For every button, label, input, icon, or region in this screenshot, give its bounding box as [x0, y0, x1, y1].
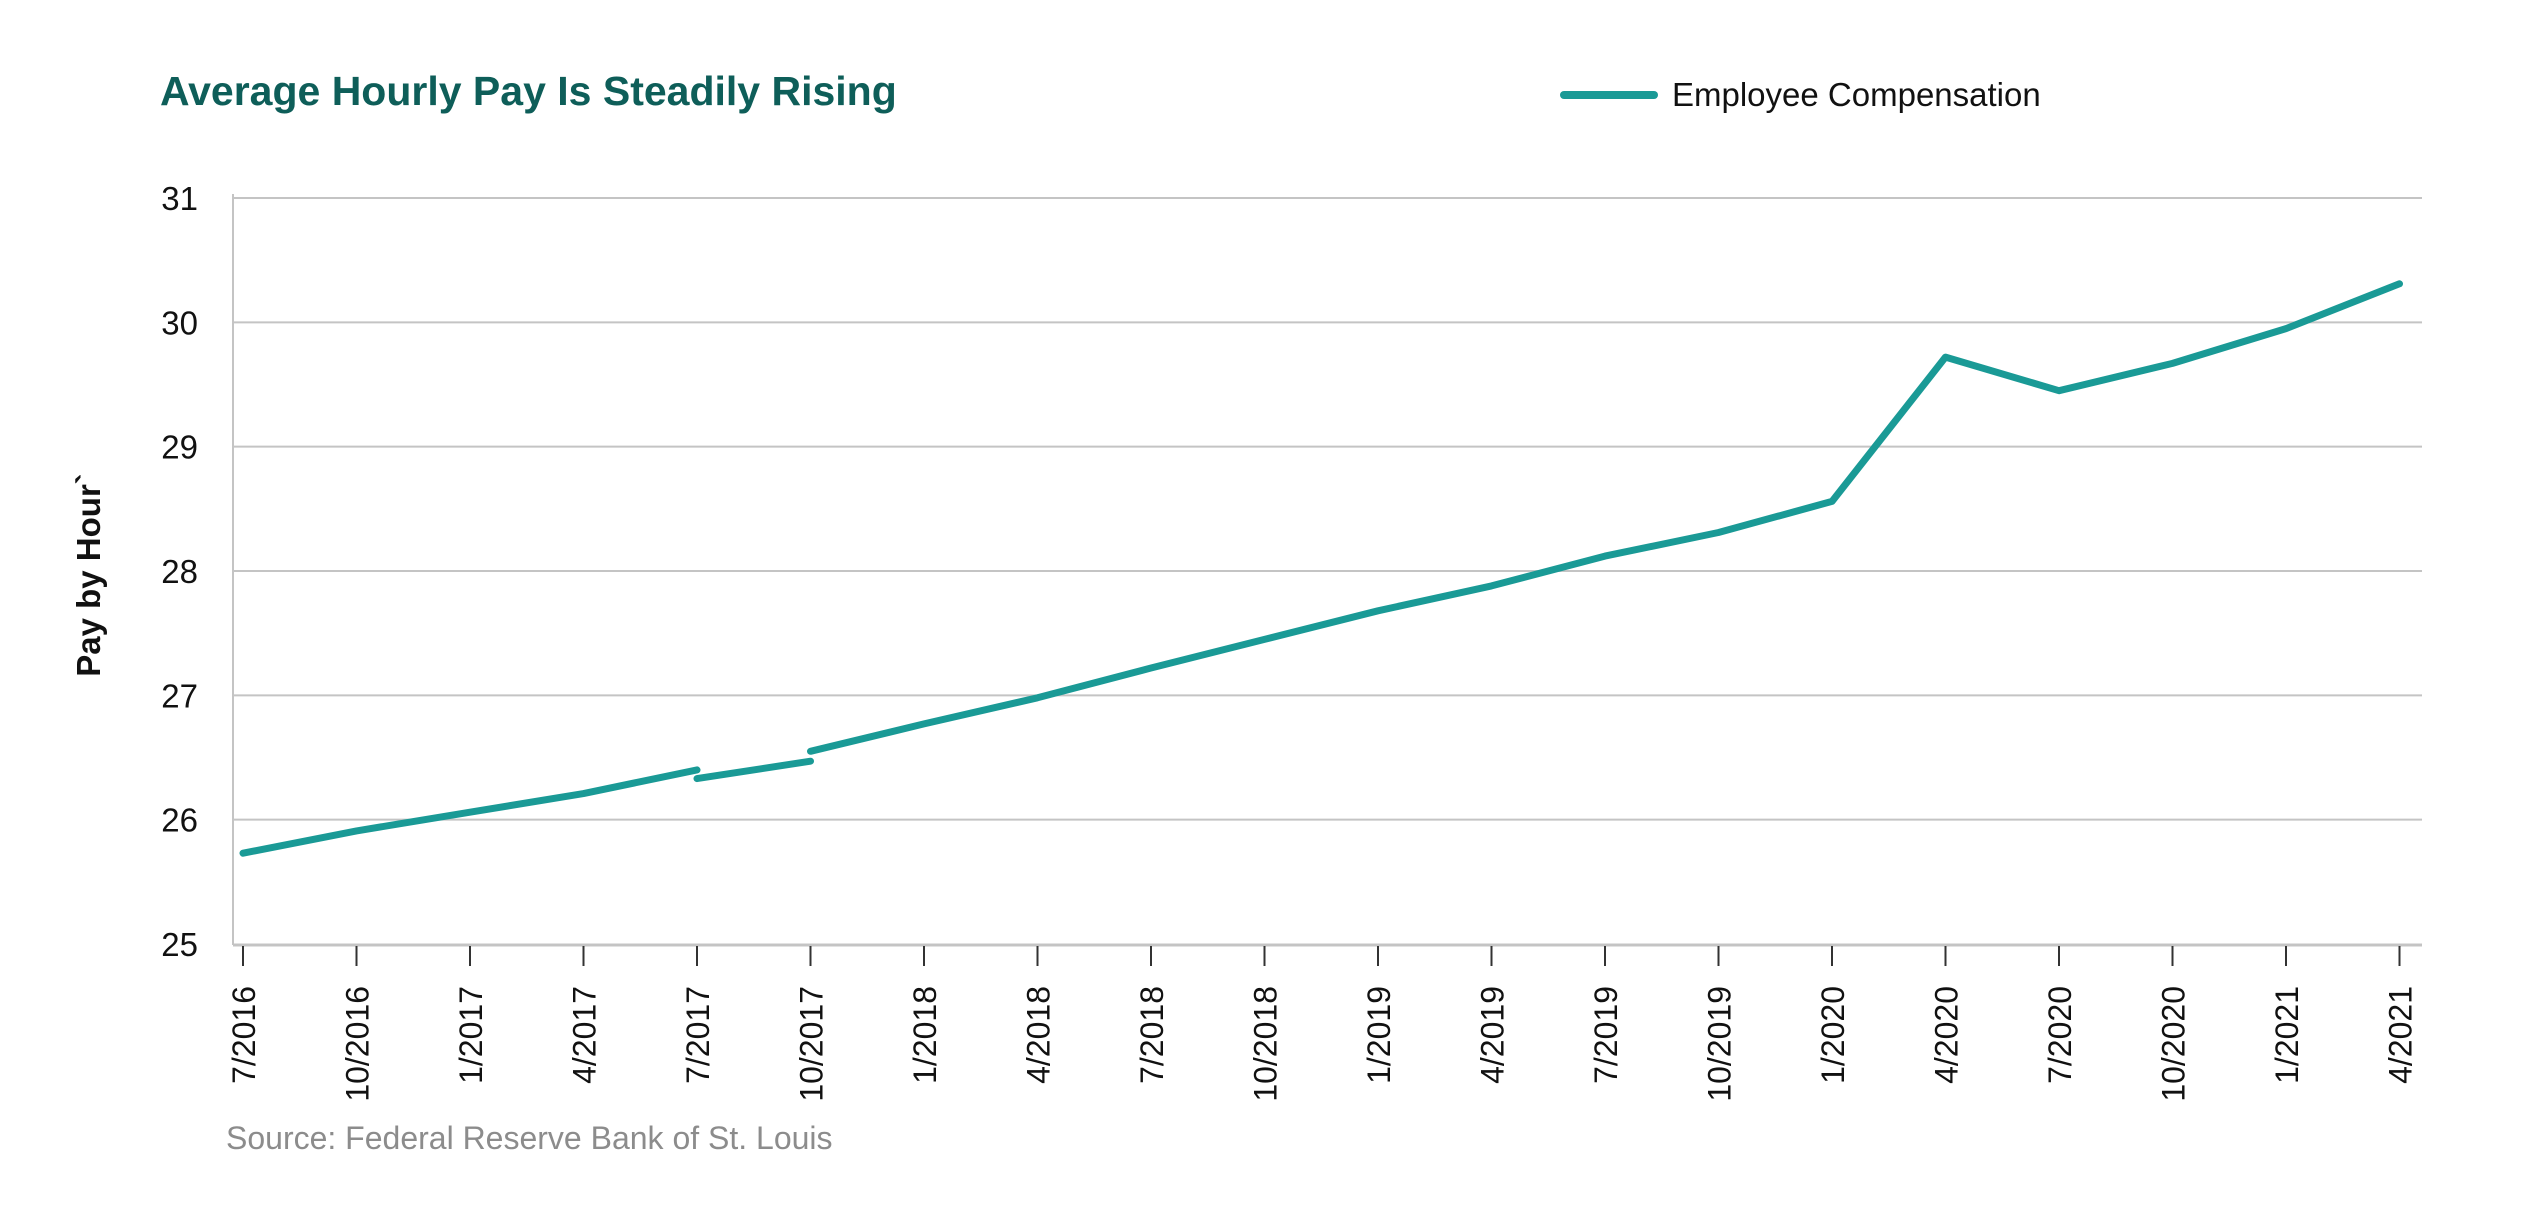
x-tick-label: 1/2019: [1361, 986, 1397, 1084]
legend-label: Employee Compensation: [1672, 76, 2041, 113]
y-tick-labels: 25 26 27 28 29 30 31: [161, 180, 198, 963]
y-tick-label: 30: [161, 304, 198, 341]
legend: Employee Compensation: [1560, 76, 2041, 114]
x-tick-label: 10/2017: [794, 986, 830, 1102]
x-tick-label: 7/2019: [1588, 986, 1624, 1084]
x-tick-label: 7/2018: [1134, 986, 1170, 1084]
x-tick-label: 4/2019: [1475, 986, 1511, 1084]
source-note: Source: Federal Reserve Bank of St. Loui…: [226, 1120, 833, 1156]
x-tick-label: 7/2020: [2042, 986, 2078, 1084]
y-tick-label: 28: [161, 553, 198, 590]
chart-title: Average Hourly Pay Is Steadily Rising: [160, 68, 897, 114]
x-tick-label: 7/2017: [680, 986, 716, 1084]
series-line-segment-3: [807, 280, 2403, 755]
y-axis-label: Pay by Hour`: [70, 473, 107, 677]
x-tick-label: 4/2018: [1021, 986, 1057, 1084]
x-tick-label: 1/2017: [453, 986, 489, 1084]
series-employee-compensation: [239, 280, 2403, 857]
x-tick-label: 10/2019: [1702, 986, 1738, 1102]
x-tick-label: 1/2021: [2269, 986, 2305, 1084]
x-tick-label: 7/2016: [226, 986, 262, 1084]
y-tick-label: 29: [161, 429, 198, 466]
series-line-segment-2: [693, 757, 814, 783]
x-tick-label: 4/2017: [567, 986, 603, 1084]
legend-swatch: [1560, 91, 1658, 99]
x-tick-label: 10/2016: [340, 986, 376, 1102]
y-tick-label: 25: [161, 926, 198, 963]
x-tick-label: 10/2020: [2156, 986, 2192, 1102]
y-tick-label: 31: [161, 180, 198, 217]
x-tick-labels: 7/2016 10/2016 1/2017 4/2017 7/2017 10/2017 1/…: [226, 946, 2419, 1102]
x-tick-label: 4/2021: [2383, 986, 2419, 1084]
axes: [232, 194, 2422, 947]
x-tick-label: 1/2018: [907, 986, 943, 1084]
gridlines: [233, 197, 2422, 821]
y-tick-label: 26: [161, 802, 198, 839]
x-tick-label: 10/2018: [1248, 986, 1284, 1102]
series-line-segment-1: [239, 766, 701, 857]
x-tick-label: 1/2020: [1815, 986, 1851, 1084]
y-tick-label: 27: [161, 677, 198, 714]
x-tick-label: 4/2020: [1929, 986, 1965, 1084]
